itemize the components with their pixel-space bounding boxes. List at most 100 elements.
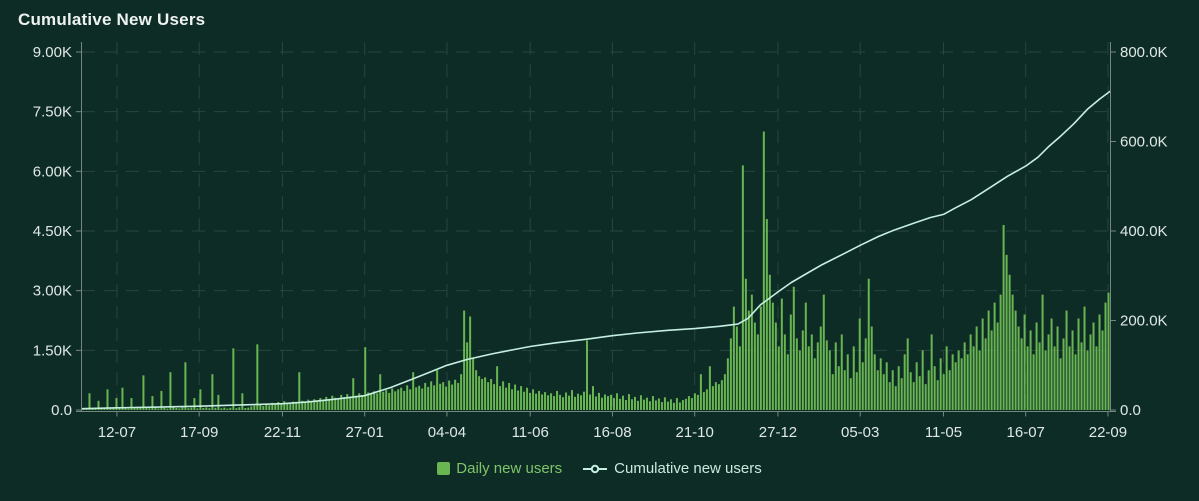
daily-users-bar: [340, 394, 343, 410]
x-axis-label: 27-01: [346, 424, 384, 441]
daily-users-bar: [618, 398, 621, 410]
daily-users-bar: [906, 338, 909, 410]
daily-users-bar: [723, 374, 726, 410]
daily-users-bar: [861, 362, 864, 410]
daily-users-bar: [445, 386, 448, 410]
daily-users-bar: [966, 354, 969, 410]
daily-users-bar: [1056, 326, 1059, 410]
daily-users-bar: [1062, 338, 1065, 410]
daily-users-bar: [630, 399, 633, 410]
daily-users-bar: [1038, 342, 1041, 410]
daily-users-bar: [592, 386, 594, 410]
daily-users-bar: [978, 350, 981, 410]
daily-users-bar: [523, 391, 526, 410]
daily-users-bar: [106, 389, 109, 410]
daily-users-bar: [780, 298, 783, 410]
daily-users-bar: [298, 372, 301, 410]
daily-users-bar: [984, 338, 987, 410]
daily-users-bar: [262, 406, 265, 410]
daily-users-bar: [109, 407, 112, 410]
x-axis-label: 16-08: [593, 424, 631, 441]
daily-users-bar: [777, 346, 780, 410]
daily-users-bar: [963, 342, 966, 410]
daily-users-bar: [142, 375, 145, 410]
daily-users-bar: [981, 318, 984, 410]
daily-users-bar: [328, 398, 331, 410]
daily-users-bar: [1068, 346, 1071, 410]
daily-users-bar: [783, 334, 786, 410]
daily-users-bar: [319, 398, 322, 410]
chart-canvas[interactable]: 9.00K 7.50K 6.00K 4.50K 3.00K 1.50K 0.0 800.0K 6…: [0, 0, 1199, 455]
left-axis-label: 3.00K: [33, 283, 72, 300]
daily-users-bar: [163, 407, 166, 410]
daily-users-bar: [157, 408, 160, 410]
daily-users-bar: [627, 394, 630, 410]
daily-users-bar: [1074, 354, 1077, 410]
daily-users-bar: [517, 390, 520, 410]
daily-users-bar: [247, 407, 250, 410]
daily-users-bar: [175, 408, 178, 410]
x-axis-label: 21-10: [676, 424, 714, 441]
daily-users-bar: [292, 401, 295, 410]
daily-users-bar: [421, 388, 424, 410]
daily-users-bar: [289, 404, 292, 410]
daily-users-bar: [702, 392, 705, 410]
daily-users-bar: [529, 392, 532, 410]
daily-users-bar: [361, 394, 364, 410]
daily-users-bar: [100, 408, 103, 410]
daily-users-bar: [1104, 302, 1107, 410]
left-axis-label: 9.00K: [33, 44, 72, 61]
legend-item-cumulative-new-users[interactable]: Cumulative new users: [582, 460, 762, 477]
daily-users-bar: [942, 374, 945, 410]
daily-users-bar: [834, 342, 837, 410]
daily-users-bar: [115, 398, 118, 410]
daily-users-bar: [415, 387, 418, 410]
daily-users-bar: [828, 350, 831, 410]
daily-users-bar: [705, 389, 708, 410]
daily-users-bar: [678, 402, 681, 410]
daily-users-bar: [789, 314, 792, 410]
daily-users-bar: [181, 407, 184, 410]
daily-users-bar: [1047, 334, 1050, 410]
daily-users-bar: [879, 358, 882, 410]
daily-users-bar: [1020, 338, 1023, 410]
daily-users-bar: [699, 374, 702, 410]
daily-users-bar: [526, 387, 529, 410]
daily-users-bar: [894, 386, 897, 410]
daily-users-bar: [160, 390, 163, 410]
daily-users-bar: [508, 382, 511, 410]
daily-users-bar: [301, 400, 304, 410]
daily-users-bar: [244, 408, 247, 410]
daily-users-bar: [663, 397, 666, 410]
daily-users-bar: [645, 397, 648, 410]
daily-users-bar: [598, 392, 600, 410]
daily-users-bar: [1071, 330, 1074, 410]
daily-users-bar: [918, 376, 921, 410]
daily-users-bar: [514, 384, 517, 410]
daily-users-bar: [804, 302, 807, 410]
legend-item-daily-new-users[interactable]: Daily new users: [437, 460, 562, 477]
daily-users-bar: [277, 402, 280, 410]
x-axis-label: 12-07: [98, 424, 136, 441]
daily-users-bar: [571, 390, 574, 410]
daily-users-bar: [220, 408, 223, 410]
daily-users-bar: [457, 382, 460, 410]
daily-users-bar: [172, 407, 175, 410]
daily-users-bar: [843, 370, 846, 410]
daily-users-bar: [1008, 274, 1011, 410]
daily-users-bar: [283, 401, 286, 410]
daily-users-bar: [840, 334, 843, 410]
daily-users-bar: [801, 330, 804, 410]
daily-users-bar: [636, 400, 639, 410]
daily-users-bar: [352, 378, 355, 410]
daily-users-bar: [882, 374, 885, 410]
daily-users-bar: [1083, 306, 1086, 410]
x-axis-label: 22-09: [1089, 424, 1127, 441]
chart-title: Cumulative New Users: [18, 10, 206, 29]
daily-users-bar: [813, 358, 816, 410]
daily-users-bar: [286, 402, 289, 410]
daily-users-bar: [1050, 318, 1053, 410]
daily-users-bar: [388, 392, 391, 410]
daily-users-bar: [226, 408, 229, 410]
